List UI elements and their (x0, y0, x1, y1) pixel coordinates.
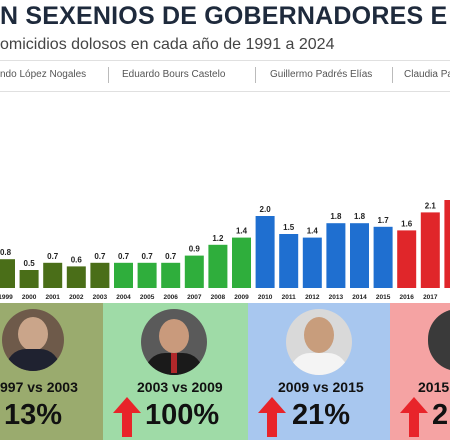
tick-label-2012: 2012 (305, 294, 320, 301)
tick-label-2014: 2014 (352, 294, 367, 301)
bar-2007 (184, 255, 204, 288)
value-label-2003: 0.7 (94, 252, 106, 261)
governor-photo-4 (428, 309, 450, 371)
comparison-label-4: 2015 (418, 379, 450, 395)
homicide-bar-chart: 0.8 1999 0.5 2000 0.7 2001 0.6 2002 0.7 2003 0.7 20… (0, 200, 450, 301)
value-label-2005: 0.7 (142, 252, 154, 261)
comparison-panel-1: 997 vs 2003 13% (0, 303, 103, 440)
bar-2008 (208, 244, 228, 288)
value-label-2012: 1.4 (307, 227, 319, 236)
value-label-2009: 1.4 (236, 227, 248, 236)
governor-name-2: Eduardo Bours Castelo (122, 69, 226, 80)
tick-label-2005: 2005 (140, 294, 155, 301)
governor-photo-1 (2, 309, 64, 371)
bar-2011 (279, 234, 299, 288)
up-arrow-icon (400, 397, 428, 437)
bar-2005 (137, 262, 157, 288)
value-label-2015: 1.7 (378, 216, 390, 225)
bar-2012 (302, 237, 322, 288)
name-divider (255, 67, 256, 83)
tick-label-2006: 2006 (163, 294, 178, 301)
governor-name-1: ndo López Nogales (0, 69, 87, 80)
bar-1999 (0, 259, 15, 288)
comparison-panel-2: 2003 vs 2009 100% (103, 303, 248, 440)
value-label-2013: 1.8 (330, 212, 342, 221)
bar-2014 (350, 223, 369, 288)
comparison-label-3: 2009 vs 2015 (278, 379, 364, 395)
value-label-2002: 0.6 (71, 255, 83, 264)
bar-2001 (43, 262, 63, 288)
tick-label-2009: 2009 (234, 294, 249, 301)
value-label-2017: 2.1 (425, 201, 437, 210)
value-label-2014: 1.8 (354, 212, 366, 221)
up-arrow-icon (113, 397, 141, 437)
value-label-2006: 0.7 (165, 252, 177, 261)
bar-2000 (19, 270, 39, 288)
governor-photo-3 (286, 309, 352, 375)
tick-label-2015: 2015 (376, 294, 391, 301)
comparison-change-4: 2 (432, 399, 449, 431)
comparison-change-2: 100% (145, 399, 220, 431)
governor-photo-2 (141, 309, 207, 375)
tick-label-2017: 2017 (423, 294, 438, 301)
tick-label-2008: 2008 (211, 294, 226, 301)
bar-2016 (397, 230, 417, 288)
comparison-panel-3: 2009 vs 2015 21% (248, 303, 390, 440)
tick-label-1999: 1999 (0, 294, 13, 301)
page-title: N SEXENIOS DE GOBERNADORES E (0, 2, 448, 30)
bar-2003 (90, 262, 110, 288)
governor-name-3: Guillermo Padrés Elías (270, 69, 373, 80)
tick-label-2001: 2001 (45, 294, 60, 301)
comparison-label-2: 2003 vs 2009 (137, 379, 223, 395)
bar-2006 (161, 262, 181, 288)
governor-name-4: Claudia Pa (404, 69, 450, 80)
bar-2017 (420, 212, 440, 288)
value-label-2001: 0.7 (47, 252, 59, 261)
governor-names-bar: ndo López Nogales Eduardo Bours Castelo … (0, 60, 450, 92)
bar-2013 (326, 223, 346, 288)
comparison-label-1: 997 vs 2003 (0, 379, 78, 395)
bar-2010 (255, 216, 275, 288)
comparison-panel-4: 2015 2 (390, 303, 450, 440)
tick-label-2011: 2011 (282, 294, 296, 301)
bar-2002 (66, 266, 86, 288)
name-divider (392, 67, 393, 83)
value-label-2011: 1.5 (283, 223, 295, 232)
value-label-2007: 0.9 (189, 245, 201, 254)
tick-label-2003: 2003 (93, 294, 108, 301)
bar-2004 (114, 262, 133, 288)
tick-label-2016: 2016 (399, 294, 414, 301)
bar-2009 (232, 237, 251, 288)
value-label-2010: 2.0 (260, 205, 272, 214)
value-label-1999: 0.8 (0, 248, 12, 257)
tick-label-2004: 2004 (116, 294, 131, 301)
value-label-2016: 1.6 (401, 219, 413, 228)
comparison-change-3: 21% (292, 399, 351, 431)
page-subtitle: omicidios dolosos en cada año de 1991 a … (0, 36, 335, 53)
tick-label-2010: 2010 (258, 294, 273, 301)
bar-2015 (373, 226, 393, 288)
name-divider (108, 67, 109, 83)
bar-2018 (444, 200, 450, 288)
tick-label-2000: 2000 (22, 294, 37, 301)
comparison-change-1: 13% (4, 399, 63, 431)
tick-label-2007: 2007 (187, 294, 202, 301)
value-label-2004: 0.7 (118, 252, 130, 261)
up-arrow-icon (258, 397, 286, 437)
tick-label-2002: 2002 (69, 294, 84, 301)
tick-label-2013: 2013 (329, 294, 344, 301)
value-label-2008: 1.2 (212, 234, 224, 243)
value-label-2000: 0.5 (24, 259, 36, 268)
